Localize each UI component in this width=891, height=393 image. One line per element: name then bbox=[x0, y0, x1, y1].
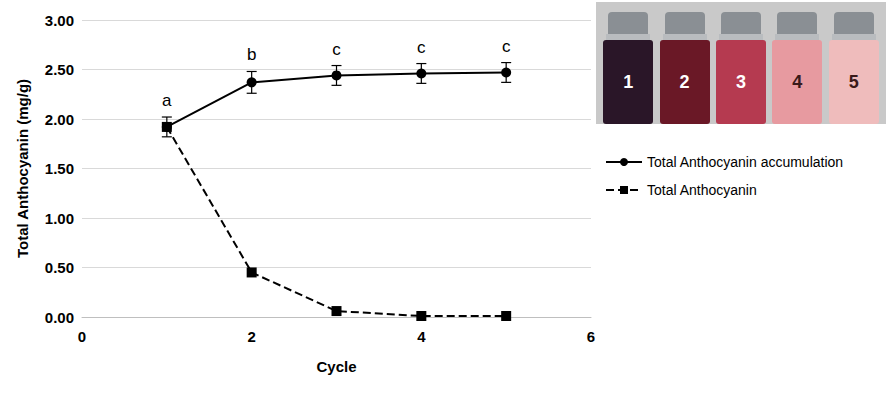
svg-text:1.00: 1.00 bbox=[45, 210, 74, 227]
svg-text:c: c bbox=[417, 38, 426, 57]
html-text:3: 3 bbox=[736, 71, 746, 92]
svg-text:6: 6 bbox=[587, 328, 595, 345]
svg-text:0: 0 bbox=[78, 328, 86, 345]
svg-text:3.00: 3.00 bbox=[45, 12, 74, 29]
svg-text:2.00: 2.00 bbox=[45, 111, 74, 128]
svg-text:2: 2 bbox=[247, 328, 255, 345]
svg-text:Total Anthocyanin accumulation: Total Anthocyanin accumulation bbox=[647, 154, 843, 170]
svg-text:c: c bbox=[502, 37, 511, 56]
svg-text:c: c bbox=[332, 40, 341, 59]
html-text:5: 5 bbox=[848, 71, 859, 92]
svg-text:4: 4 bbox=[417, 328, 426, 345]
svg-text:2.50: 2.50 bbox=[45, 61, 74, 78]
html-text:1: 1 bbox=[623, 71, 634, 92]
svg-text:b: b bbox=[247, 45, 256, 64]
svg-text:Total Anthocyanin (mg/g): Total Anthocyanin (mg/g) bbox=[14, 79, 31, 258]
svg-text:0.00: 0.00 bbox=[45, 309, 74, 326]
svg-text:a: a bbox=[162, 91, 172, 110]
svg-text:1.50: 1.50 bbox=[45, 160, 74, 177]
svg-text:0.50: 0.50 bbox=[45, 259, 74, 276]
html-text:4: 4 bbox=[792, 71, 803, 92]
html-text:2: 2 bbox=[679, 71, 690, 92]
svg-text:Cycle: Cycle bbox=[316, 358, 356, 375]
svg-text:Total Anthocyanin: Total Anthocyanin bbox=[647, 182, 757, 198]
